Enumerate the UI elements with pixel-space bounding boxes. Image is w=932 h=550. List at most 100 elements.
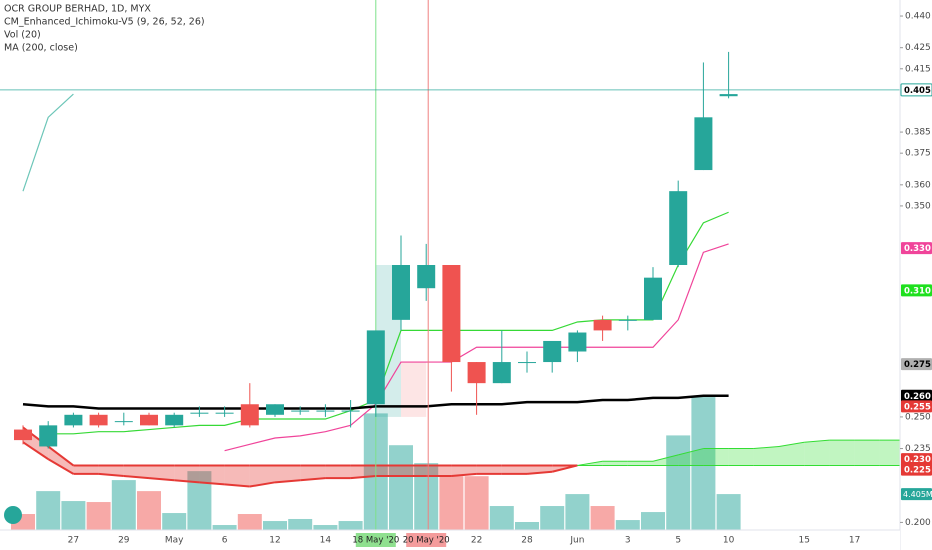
volume-bar — [565, 494, 590, 530]
x-tick-label: 29 — [118, 536, 130, 546]
cloud-fill — [753, 446, 779, 466]
cloud-fill — [98, 465, 124, 476]
volume-bar — [61, 501, 86, 530]
price-badge — [901, 463, 932, 476]
price-badge-label: 0.330 — [904, 244, 931, 254]
price-badge — [901, 284, 932, 297]
x-tick-label: 5 — [675, 536, 681, 546]
volume-badge-label: 4.405M — [903, 490, 932, 499]
cloud-fill — [829, 440, 855, 466]
x-tick-label: 20 May '20 — [403, 536, 450, 546]
cloud-fill — [275, 465, 301, 483]
indicator-line — [22, 93, 74, 192]
price-badge-label: 0.225 — [904, 466, 931, 476]
candle-body — [341, 410, 360, 412]
volume-bar — [666, 435, 691, 530]
y-tick-label: 0.415 — [905, 64, 931, 74]
cloud-line — [678, 448, 704, 456]
volume-bar — [691, 397, 716, 530]
volume-bar — [515, 522, 539, 530]
volume-bar — [540, 506, 565, 530]
price-badge — [900, 83, 932, 97]
x-tick-label: 3 — [625, 536, 631, 546]
volume-bar — [389, 445, 413, 530]
volume-bar — [338, 521, 363, 530]
candle-body — [593, 319, 612, 331]
cloud-line — [451, 472, 477, 477]
candle-body — [316, 410, 335, 412]
y-tick-label: 0.425 — [905, 43, 931, 53]
cloud-line — [47, 458, 74, 475]
volume-badge — [901, 488, 932, 501]
logo[interactable] — [4, 506, 22, 524]
cloud-line — [300, 477, 326, 482]
legend-entry: CM_Enhanced_Ichimoku-V5 (9, 26, 52, 26) — [4, 17, 205, 28]
cloud-line — [778, 441, 805, 447]
volume-bar — [36, 491, 61, 530]
volume-bar — [439, 476, 464, 530]
candle-body — [492, 362, 511, 384]
cloud-fill — [854, 440, 880, 466]
x-tick-label: 17 — [849, 536, 860, 546]
cloud-fill — [451, 465, 477, 476]
y-tick-label: 0.440 — [905, 12, 931, 22]
candle-body — [140, 414, 158, 426]
cloud-line — [199, 481, 225, 486]
cloud-line — [577, 460, 603, 466]
cloud-fill — [350, 465, 376, 479]
candle-body — [392, 265, 410, 320]
candle-body — [366, 330, 385, 405]
x-tick-label: 6 — [222, 536, 228, 546]
candle-body — [165, 414, 184, 426]
price-badge — [901, 358, 932, 371]
cloud-fill — [879, 440, 905, 466]
cloud-line — [804, 439, 830, 443]
cloud-fill — [678, 448, 704, 466]
y-tick-label: 0.385 — [905, 128, 931, 138]
x-tick-label: 15 — [798, 536, 809, 546]
cloud-line — [526, 470, 553, 475]
cloud-fill — [249, 465, 275, 487]
cloud-fill — [73, 465, 99, 474]
price-badge-label: 0.310 — [904, 286, 931, 296]
volume-bar — [162, 513, 187, 530]
cloud-fill — [728, 448, 754, 466]
date-highlight — [406, 533, 447, 547]
y-tick-label: 0.375 — [905, 149, 931, 159]
cloud-fill — [375, 465, 401, 476]
price-badge-label: 0.260 — [904, 392, 931, 402]
cloud-fill — [48, 446, 74, 474]
y-tick-label: 0.200 — [905, 518, 931, 528]
x-tick-label: Jun — [569, 536, 584, 546]
cloud-fill — [653, 454, 679, 466]
range-shade — [401, 362, 427, 417]
cloud-fill — [325, 465, 351, 479]
x-tick-label: 27 — [68, 536, 79, 546]
x-tick-label: May — [165, 536, 184, 546]
cloud-fill — [804, 440, 830, 466]
price-badge — [901, 389, 932, 402]
candle-body — [114, 421, 133, 423]
cloud-line — [148, 477, 175, 482]
price-badge — [901, 400, 932, 413]
candle-body — [669, 191, 688, 265]
cloud-line — [174, 479, 200, 484]
candle-body — [64, 414, 83, 426]
cloud-line — [652, 454, 679, 462]
cloud-fill — [602, 461, 628, 466]
volume-bar — [615, 520, 640, 530]
candle-body — [694, 117, 713, 171]
cloud-line — [123, 474, 150, 480]
x-tick-label: 28 — [521, 536, 533, 546]
legend: OCR GROUP BERHAD, 1D, MYX CM_Enhanced_Ic… — [4, 4, 205, 54]
x-tick-label: 18 May '20 — [352, 536, 399, 546]
volume-bar — [489, 506, 514, 530]
price-badge — [901, 453, 932, 466]
candle-body — [467, 362, 486, 384]
volume-bar — [237, 514, 262, 530]
cloud-line — [249, 481, 276, 488]
x-tick-label: 14 — [320, 536, 332, 546]
price-badge-label: 0.255 — [904, 402, 931, 412]
cloud-line — [224, 483, 250, 488]
